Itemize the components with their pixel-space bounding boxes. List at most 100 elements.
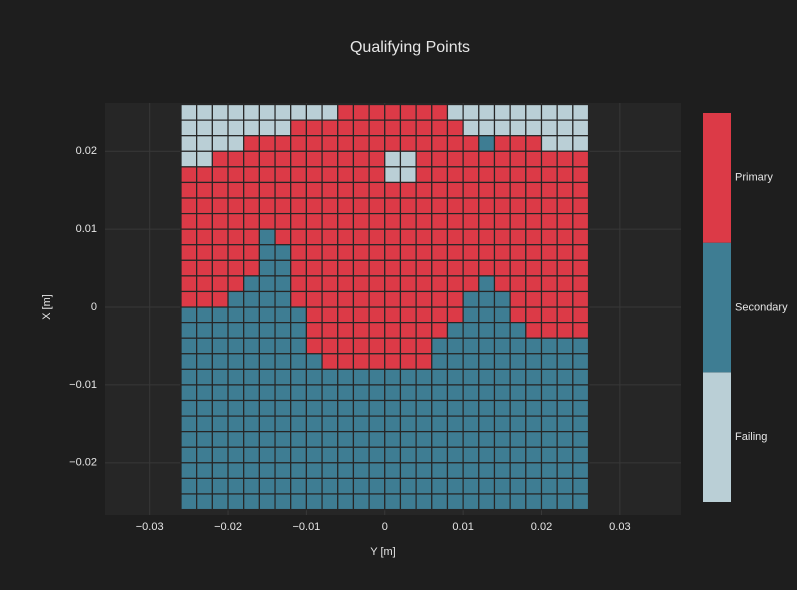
heatmap-cell (540, 415, 558, 433)
heatmap-cell (556, 322, 574, 339)
heatmap-cell (462, 306, 480, 324)
heatmap-cell (368, 446, 386, 464)
heatmap-cell (368, 119, 386, 137)
heatmap-cell (305, 259, 323, 277)
heatmap-cell (258, 306, 276, 324)
heatmap-cell (462, 322, 480, 339)
heatmap-cell (415, 135, 433, 152)
heatmap-cell (368, 337, 386, 355)
heatmap-cell (415, 181, 433, 199)
heatmap-cell (556, 166, 574, 184)
heatmap-cell (462, 415, 480, 433)
heatmap-cell (431, 446, 449, 464)
heatmap-cell (493, 103, 511, 121)
heatmap-cell (384, 166, 402, 184)
heatmap-cell (290, 337, 308, 355)
heatmap-cell (525, 228, 543, 246)
heatmap-cell (337, 150, 355, 168)
heatmap-cell (572, 493, 590, 511)
heatmap-cell (384, 337, 402, 355)
heatmap-cell (211, 290, 229, 308)
heatmap-cell (180, 399, 198, 417)
heatmap-cell (431, 322, 449, 339)
heatmap-cell (337, 103, 355, 121)
heatmap-cell (399, 135, 417, 152)
heatmap-cell (274, 228, 292, 246)
heatmap-cell (243, 228, 260, 246)
heatmap-cell (352, 103, 370, 121)
heatmap-cell (572, 181, 590, 199)
heatmap-cell (446, 259, 464, 277)
heatmap-cell (572, 275, 590, 293)
heatmap-cell (337, 322, 355, 339)
heatmap-cell (462, 290, 480, 308)
heatmap-cell (572, 290, 590, 308)
heatmap-cell (180, 150, 198, 168)
heatmap-cell (211, 477, 229, 495)
heatmap-cell (415, 103, 433, 121)
heatmap-cell (446, 322, 464, 339)
heatmap-cell (196, 384, 213, 402)
heatmap-cell (211, 275, 229, 293)
heatmap-cell (227, 197, 245, 215)
heatmap-cell (556, 353, 574, 370)
heatmap-cell (258, 119, 276, 137)
heatmap-cell (415, 197, 433, 215)
heatmap-cell (305, 431, 323, 448)
heatmap-cell (321, 244, 339, 261)
x-tick-label: 0.03 (609, 521, 630, 533)
heatmap-cell (540, 275, 558, 293)
heatmap-cell (415, 399, 433, 417)
heatmap-cell (556, 119, 574, 137)
heatmap-cell (352, 150, 370, 168)
heatmap-cell (446, 244, 464, 261)
heatmap-cell (211, 228, 229, 246)
heatmap-cell (525, 275, 543, 293)
heatmap-cell (243, 493, 260, 511)
heatmap-cell (352, 166, 370, 184)
heatmap-cell (211, 384, 229, 402)
heatmap-cell (493, 181, 511, 199)
heatmap-cell (368, 103, 386, 121)
heatmap-cell (509, 166, 527, 184)
heatmap-cell (509, 135, 527, 152)
x-tick-label: −0.01 (292, 521, 320, 533)
heatmap-cell (556, 462, 574, 479)
heatmap-cell (290, 477, 308, 495)
heatmap-cell (258, 322, 276, 339)
heatmap-cell (368, 431, 386, 448)
heatmap-cell (384, 275, 402, 293)
heatmap-cell (384, 477, 402, 495)
heatmap-cell (462, 477, 480, 495)
heatmap-cell (196, 415, 213, 433)
heatmap-cell (274, 275, 292, 293)
heatmap-cell (478, 477, 496, 495)
heatmap-cell (399, 493, 417, 511)
heatmap-cell (196, 135, 213, 152)
heatmap-cell (352, 337, 370, 355)
heatmap-cell (415, 259, 433, 277)
heatmap-cell (274, 197, 292, 215)
heatmap-cell (572, 212, 590, 230)
heatmap-cell (446, 181, 464, 199)
heatmap-cell (509, 462, 527, 479)
heatmap-cell (352, 322, 370, 339)
heatmap-cell (525, 493, 543, 511)
y-tick-label: 0.01 (76, 223, 97, 235)
heatmap-cell (446, 431, 464, 448)
heatmap-cell (243, 181, 260, 199)
heatmap-cell (462, 399, 480, 417)
heatmap-cell (290, 150, 308, 168)
heatmap-cell (196, 228, 213, 246)
heatmap-cell (556, 306, 574, 324)
heatmap-cell (415, 337, 433, 355)
heatmap-cell (180, 228, 198, 246)
heatmap-cell (384, 135, 402, 152)
heatmap-cell (196, 197, 213, 215)
heatmap-cell (211, 399, 229, 417)
heatmap-cell (305, 166, 323, 184)
heatmap-cell (368, 368, 386, 386)
heatmap-cell (478, 368, 496, 386)
heatmap-cell (556, 181, 574, 199)
heatmap-cell (384, 493, 402, 511)
